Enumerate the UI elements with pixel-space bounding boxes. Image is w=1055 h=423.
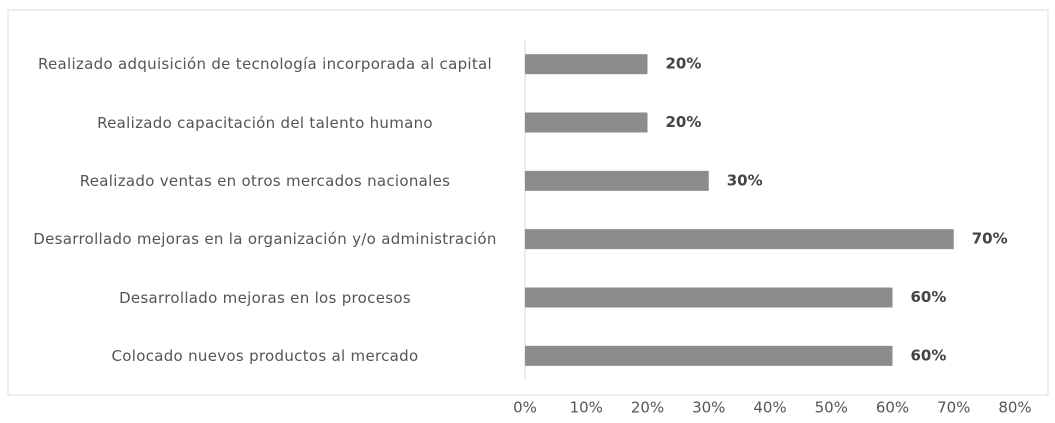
x-tick-label: 10% — [570, 399, 603, 417]
bar — [525, 112, 648, 133]
data-label: 60% — [911, 346, 947, 364]
x-tick-label: 70% — [937, 399, 970, 417]
x-tick-label: 80% — [998, 399, 1031, 417]
data-label: 20% — [666, 113, 702, 131]
bar — [525, 345, 893, 366]
bar — [525, 229, 954, 250]
data-label: 60% — [911, 288, 947, 306]
data-label: 70% — [972, 230, 1008, 248]
category-label: Desarrollado mejoras en los procesos — [119, 288, 411, 307]
x-tick-label: 30% — [692, 399, 725, 417]
bar — [525, 287, 893, 308]
data-label: 20% — [666, 55, 702, 73]
x-tick-label: 40% — [753, 399, 786, 417]
chart-border — [7, 9, 1049, 396]
category-label: Realizado adquisición de tecnología inco… — [37, 55, 493, 74]
data-label: 30% — [727, 171, 763, 189]
bar — [525, 54, 648, 75]
x-tick-label: 50% — [815, 399, 848, 417]
x-tick-label: 0% — [513, 399, 537, 417]
x-tick-label: 20% — [631, 399, 664, 417]
category-label: Colocado nuevos productos al mercado — [111, 346, 419, 365]
category-label: Realizado capacitación del talento human… — [97, 113, 433, 132]
bar — [525, 170, 709, 191]
category-label: Realizado ventas en otros mercados nacio… — [79, 171, 451, 190]
x-tick-label: 60% — [876, 399, 909, 417]
category-label: Desarrollado mejoras en la organización … — [33, 230, 497, 249]
